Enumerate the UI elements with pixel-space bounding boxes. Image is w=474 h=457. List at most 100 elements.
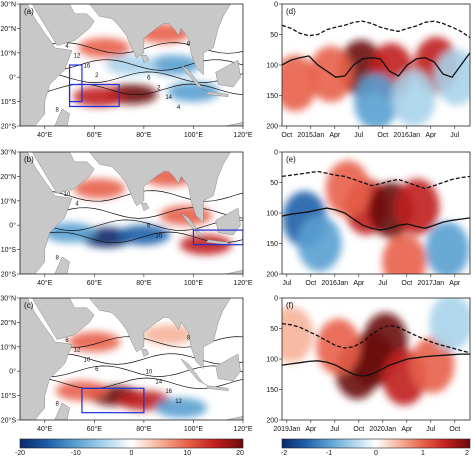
y-tick-label: 0° <box>9 368 16 376</box>
y-tick-label: 20°N <box>0 173 16 181</box>
land-mass <box>89 298 231 370</box>
contour-label: 10 <box>84 357 91 363</box>
y-tick-label: 20°N <box>0 25 16 33</box>
region-box <box>68 83 120 108</box>
colorbar-left-tick: 0 <box>130 450 134 457</box>
anomaly-blob <box>167 81 220 102</box>
y-tick-label: 0 <box>274 150 278 157</box>
region-box <box>192 229 243 246</box>
y-tick-label: 20°N <box>0 319 16 327</box>
x-tick-label: 100°E <box>184 425 203 433</box>
contour-label: 10 <box>146 370 153 376</box>
solid-depth-line <box>282 207 470 231</box>
x-tick-label: Oct <box>377 132 388 139</box>
anomaly-blob <box>429 298 470 351</box>
y-tick-label: 0 <box>274 296 278 303</box>
anomaly-blob <box>425 221 470 274</box>
colorbar-left-tick: 10 <box>183 450 191 457</box>
x-tick-label: Apr <box>353 280 365 287</box>
land-mass <box>20 298 73 420</box>
y-tick-label: 200 <box>266 272 278 279</box>
plot-frame <box>19 151 244 275</box>
x-tick-label: 2016Jan <box>321 280 348 287</box>
x-tick-label: 2020Jan <box>369 426 396 433</box>
land-mass <box>141 202 150 211</box>
x-tick-label: 60°E <box>87 279 103 287</box>
y-tick-label: 150 <box>266 241 278 248</box>
contour-label: 16 <box>84 63 91 69</box>
y-tick-label: 0 <box>274 2 278 9</box>
x-tick-label: 60°E <box>87 131 103 139</box>
x-tick-label: 80°E <box>136 279 152 287</box>
x-tick-label: 2016Jan <box>393 132 420 139</box>
colorbar-right-tick: 1 <box>421 450 425 457</box>
anomaly-blob <box>410 337 455 394</box>
colorbar-right: -2 -1 0 1 2 <box>281 438 471 457</box>
region-box <box>81 387 145 414</box>
contour-line <box>20 365 243 377</box>
anomaly-blob <box>395 178 440 235</box>
contour-line <box>20 219 243 231</box>
contour-line <box>20 231 243 244</box>
colorbar-left: -20 -10 0 10 20 <box>15 438 244 457</box>
colorbar-right-tick: -1 <box>326 450 332 457</box>
anomaly-field <box>282 298 470 406</box>
y-tick-label: 200 <box>266 418 278 425</box>
section-panel-e: (e) Jul Oct 2016Jan Apr Jul Oct 2017Jan Apr 0 50 10… <box>266 150 471 287</box>
contour-label: 10 <box>64 192 71 198</box>
y-tick-label: 150 <box>266 93 278 100</box>
colorbar-left-tick: -20 <box>15 450 25 457</box>
contour-label: 6 <box>147 224 151 230</box>
land-mass <box>32 298 95 340</box>
y-tick-label: 10°S <box>1 98 17 106</box>
map-panel-b: 8 6 10 10 4 (b) 40°E 60°E 80°E 100°E 120°E 30°N 20°N… <box>0 149 253 288</box>
y-tick-label: 50 <box>270 326 278 333</box>
x-tick-label: 120°E <box>233 425 252 433</box>
anomaly-blob <box>282 55 318 112</box>
x-tick-label: 60°E <box>87 425 103 433</box>
land-mass <box>32 4 95 46</box>
x-tick-label: 100°E <box>184 131 203 139</box>
map-field-b: 8 6 10 10 4 <box>20 152 243 274</box>
x-tick-label: Apr <box>401 426 413 433</box>
x-tick-label: Apr <box>425 132 437 139</box>
anomaly-blob <box>155 397 208 418</box>
contour-label: 8 <box>187 335 191 341</box>
x-tick-label: Jul <box>282 280 291 287</box>
section-field-f <box>282 298 470 420</box>
solid-depth-line <box>282 353 470 377</box>
contour-label: 14 <box>155 379 162 385</box>
anomaly-blob <box>73 178 126 199</box>
contour-label: 4 <box>65 44 69 50</box>
x-tick-label: Apr <box>329 132 341 139</box>
y-tick-label: 30°N <box>0 295 16 303</box>
x-tick-label: Apr <box>305 426 317 433</box>
anomaly-blob <box>117 224 170 245</box>
x-tick-label: Oct <box>305 280 316 287</box>
contour-label: 14 <box>165 95 172 101</box>
land-mass <box>225 269 243 274</box>
x-tick-label: 2015Jan <box>297 132 324 139</box>
dashed-depth-line <box>282 322 470 354</box>
y-tick-label: 200 <box>266 124 278 131</box>
y-tick-label: 10°N <box>0 197 16 205</box>
contour-label: 16 <box>165 389 172 395</box>
y-tick-label: 10°S <box>1 246 17 254</box>
y-tick-label: 0° <box>9 222 16 230</box>
contour-line <box>20 83 243 96</box>
x-tick-label: Oct <box>353 426 364 433</box>
x-tick-label: 80°E <box>136 131 152 139</box>
panel-label: (a) <box>24 7 34 16</box>
anomaly-blob <box>354 73 398 126</box>
x-tick-label: Jul <box>426 426 435 433</box>
contour-label: 4 <box>75 202 79 208</box>
contour-label: 6 <box>95 367 99 373</box>
panel-label: (b) <box>24 155 34 164</box>
panel-label: (d) <box>286 7 296 16</box>
land-mass <box>32 152 95 194</box>
contour-label: 12 <box>74 348 81 354</box>
dashed-depth-line <box>282 170 470 190</box>
x-tick-label: Oct <box>281 132 292 139</box>
y-tick-label: 100 <box>266 63 278 70</box>
